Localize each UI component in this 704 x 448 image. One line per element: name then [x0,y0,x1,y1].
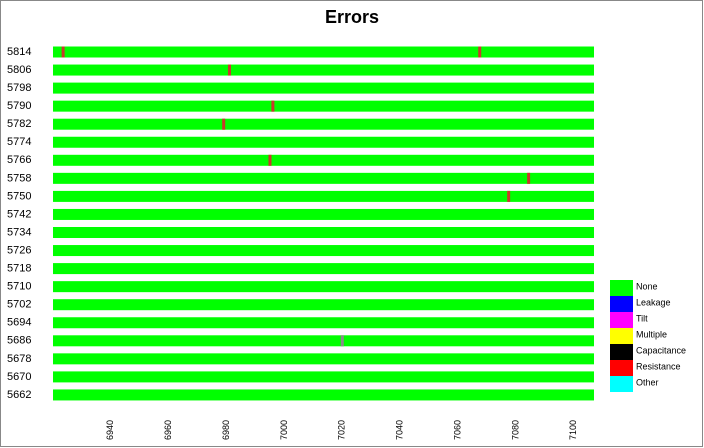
y-tick-label: 5702 [7,299,31,311]
strip [53,335,594,347]
y-tick-label: 5718 [7,263,31,275]
x-tick-label: 7020 [337,420,347,440]
chart-title: Errors [325,7,379,27]
error-marker [340,335,344,347]
error-marker [227,64,231,76]
strip [53,353,594,365]
y-tick-label: 5710 [7,281,31,293]
x-tick-label: 6960 [163,420,173,440]
y-tick-label: 5678 [7,353,31,365]
legend-label: Capacitance [636,345,686,355]
x-tick-label: 7000 [279,420,289,440]
legend-label: Multiple [636,329,667,339]
strip [53,118,594,130]
error-marker [268,154,272,166]
strip [53,82,594,94]
strip [53,64,594,76]
strip [53,245,594,257]
y-tick-label: 5766 [7,154,31,166]
legend-swatch [610,312,633,328]
error-marker [222,118,226,130]
y-tick-label: 5670 [7,371,31,383]
y-tick-label: 5726 [7,244,31,256]
y-tick-label: 5782 [7,118,31,130]
error-marker [61,46,65,58]
strip [53,46,594,58]
y-tick-label: 5814 [7,46,31,58]
strip [53,208,594,220]
y-tick-label: 5806 [7,64,31,76]
legend-swatch [610,376,633,392]
y-tick-label: 5758 [7,172,31,184]
y-tick-label: 5750 [7,190,31,202]
error-marker [478,46,482,58]
x-tick-label: 7100 [568,420,578,440]
strip [53,317,594,329]
legend-swatch [610,280,633,296]
x-tick-label: 7080 [510,420,520,440]
legend-label: None [636,281,658,291]
strip [53,371,594,383]
strip [53,227,594,238]
legend-label: Tilt [636,313,648,323]
strip [53,100,594,112]
strip [53,154,594,166]
y-tick-label: 5774 [7,136,31,148]
strip [53,299,594,311]
y-tick-label: 5790 [7,100,31,112]
x-tick-label: 6980 [221,420,231,440]
error-marker [271,100,275,112]
x-tick-label: 6940 [105,420,115,440]
strip [53,281,594,293]
error-marker [527,172,531,184]
y-tick-label: 5694 [7,317,31,329]
y-tick-label: 5734 [7,226,31,238]
y-tick-label: 5686 [7,335,31,347]
y-tick-label: 5742 [7,208,31,220]
y-tick-label: 5662 [7,389,31,401]
strip [53,263,594,275]
legend-label: Other [636,377,659,387]
legend-label: Leakage [636,297,671,307]
strip [53,389,594,401]
legend-swatch [610,296,633,312]
legend-swatch [610,328,633,344]
strip [53,190,594,202]
strip [53,136,594,148]
legend-swatch [610,344,633,360]
x-tick-label: 7040 [395,420,405,440]
strip [53,172,594,184]
y-tick-label: 5798 [7,82,31,94]
legend-swatch [610,360,633,376]
error-marker [507,190,511,202]
x-tick-label: 7060 [452,420,462,440]
legend-label: Resistance [636,361,681,371]
